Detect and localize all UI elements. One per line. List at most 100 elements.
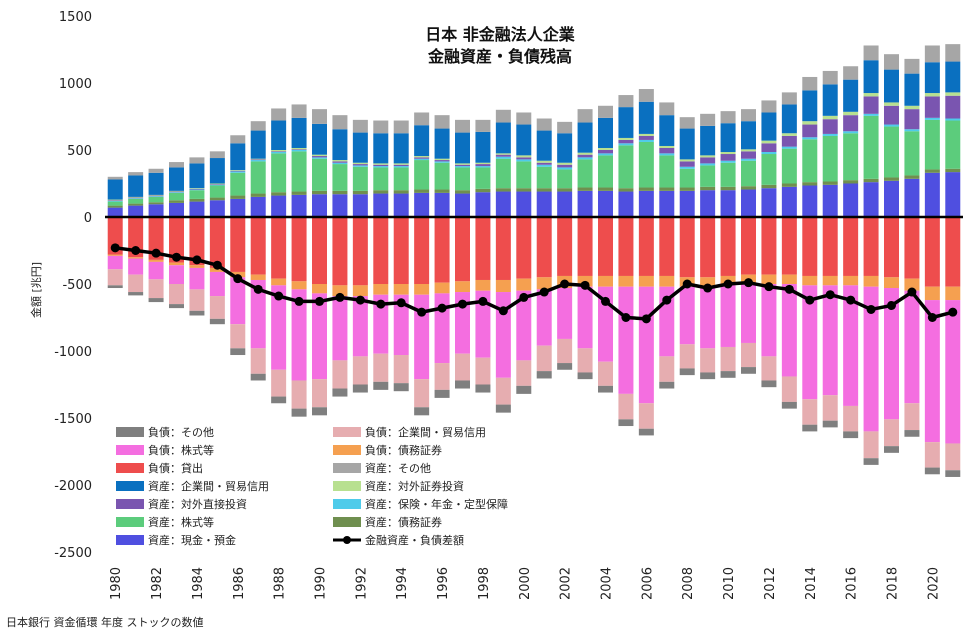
liability-bar-segment — [189, 217, 205, 266]
asset-bar-segment — [271, 150, 287, 152]
x-tick-label: 1986 — [232, 567, 247, 600]
asset-bar-segment — [128, 198, 144, 204]
net-line — [110, 243, 958, 324]
asset-bar-segment — [557, 191, 573, 217]
asset-bar-segment — [904, 178, 920, 217]
asset-bar-segment — [822, 181, 838, 185]
legend-label: 金融資産・負債差額 — [365, 533, 464, 547]
asset-bar-segment — [945, 120, 961, 169]
x-tick-label: 1996 — [436, 567, 451, 600]
asset-bar-segment — [843, 183, 859, 217]
y-tick-label: 500 — [67, 144, 92, 159]
asset-bar-segment — [822, 119, 838, 134]
asset-bar-segment — [352, 162, 368, 165]
asset-bar-segment — [884, 126, 899, 178]
liability-bar-segment — [884, 277, 899, 289]
asset-bar-segment — [209, 185, 225, 198]
net-series-point — [335, 292, 345, 302]
net-series-point — [907, 287, 917, 297]
liability-bar-segment — [700, 217, 716, 278]
liability-bar-segment — [843, 217, 859, 276]
liability-bar-segment — [577, 372, 593, 380]
y-axis-label: 金額 [兆円] — [29, 262, 43, 318]
asset-bar-segment — [863, 178, 879, 183]
asset-bar-segment — [700, 190, 716, 217]
liability-bar-segment — [863, 431, 879, 459]
liability-bar-segment — [761, 217, 777, 275]
asset-bar-segment — [863, 45, 879, 61]
liability-bar-segment — [822, 275, 838, 286]
liability-bar-segment — [598, 275, 613, 287]
liability-bar-segment — [638, 403, 654, 429]
asset-bar-segment — [904, 109, 920, 130]
asset-bar-segment — [250, 130, 266, 159]
x-tick-label: 1990 — [314, 567, 329, 600]
asset-bar-segment — [945, 168, 961, 173]
asset-bar-segment — [781, 186, 797, 217]
asset-bar-segment — [679, 161, 695, 167]
net-series-point — [417, 307, 427, 317]
x-tick-label: 2020 — [926, 567, 941, 600]
net-series-point — [131, 246, 141, 255]
y-tick-label: -1500 — [54, 412, 92, 427]
legend-label: 資産：その他 — [365, 462, 431, 475]
liability-bar-segment — [659, 356, 675, 382]
liability-bar-segment — [169, 262, 184, 266]
net-series-point — [682, 279, 692, 289]
liability-bar-segment — [822, 395, 838, 421]
asset-bar-segment — [107, 176, 123, 180]
liability-bar-segment — [189, 265, 205, 268]
asset-bar-segment — [843, 111, 859, 116]
asset-bar-segment — [169, 167, 184, 191]
asset-bar-segment — [209, 184, 225, 186]
liability-bar-segment — [679, 217, 695, 278]
liability-bar-segment — [700, 277, 716, 287]
asset-bar-segment — [659, 153, 675, 156]
asset-bar-segment — [781, 104, 797, 134]
asset-bar-segment — [945, 44, 961, 62]
asset-bar-segment — [373, 133, 389, 164]
liability-bar-segment — [822, 285, 838, 396]
legend-swatch — [116, 535, 144, 545]
liability-bar-segment — [638, 286, 654, 404]
net-series-point — [784, 284, 794, 294]
liability-bar-segment — [924, 217, 940, 287]
asset-bar-segment — [720, 111, 736, 124]
asset-bar-segment — [393, 166, 409, 168]
liability-bar-segment — [802, 285, 818, 400]
asset-bar-segment — [291, 151, 307, 192]
net-series-point — [192, 255, 202, 265]
net-series-point — [601, 296, 610, 306]
asset-bar-segment — [393, 190, 409, 194]
liability-bar-segment — [904, 290, 920, 404]
liability-bar-segment — [352, 285, 368, 297]
liability-bar-segment — [393, 355, 409, 384]
asset-bar-segment — [741, 186, 756, 190]
asset-bar-segment — [291, 104, 307, 118]
liability-bar-segment — [169, 217, 184, 263]
liability-bar-segment — [332, 296, 348, 361]
asset-bar-segment — [659, 102, 675, 116]
liability-bar-segment — [843, 431, 859, 439]
asset-bar-segment — [638, 139, 654, 142]
liability-bar-segment — [250, 348, 266, 374]
asset-bar-segment — [291, 117, 307, 148]
liability-bar-segment — [679, 368, 695, 376]
liability-bar-segment — [291, 281, 307, 290]
asset-bar-segment — [434, 128, 450, 159]
net-series-point — [723, 279, 733, 289]
liability-bar-segment — [312, 217, 327, 284]
y-tick-label: 1500 — [59, 10, 92, 25]
asset-bar-segment — [495, 156, 511, 159]
liability-bar-segment — [271, 396, 287, 404]
asset-bar-segment — [741, 160, 756, 187]
liability-bar-segment — [128, 258, 144, 275]
liability-bar-segment — [189, 289, 205, 311]
net-series-point — [151, 248, 161, 258]
asset-bar-segment — [741, 151, 756, 159]
asset-bar-segment — [700, 113, 716, 126]
asset-bar-segment — [352, 190, 368, 195]
asset-bar-segment — [455, 163, 470, 165]
liability-bar-segment — [434, 363, 450, 390]
asset-bar-segment — [904, 58, 920, 74]
